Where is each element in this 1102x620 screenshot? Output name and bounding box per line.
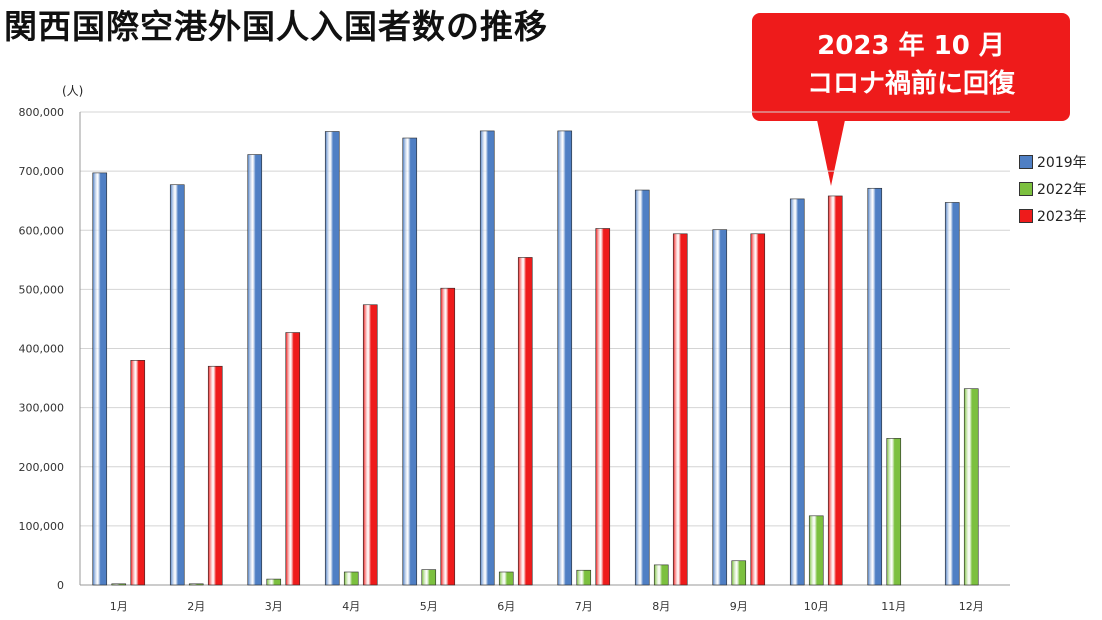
x-tick-label: 2月 [187,600,205,613]
bar-2022年-4月 [343,571,359,586]
legend-item: 2019年 [1019,148,1087,175]
bars [92,130,979,586]
bar-2019年-5月 [402,137,418,586]
bar-2023年-5月 [440,287,456,586]
x-tick-label: 9月 [730,600,748,613]
y-tick-label: 700,000 [19,165,65,178]
bar-2022年-6月 [498,571,514,586]
callout-line-1: 2023 年 10 月 [817,31,1005,61]
bar-2019年-9月 [712,229,728,586]
bar-2023年-6月 [517,257,533,586]
bar-2019年-12月 [944,202,960,586]
bar-2019年-1月 [92,172,108,586]
bar-2019年-7月 [557,130,573,586]
legend: 2019年 2022年 2023年 [1019,148,1087,229]
bar-2023年-7月 [595,228,611,586]
bar-2022年-10月 [808,515,824,586]
bar-2022年-12月 [963,388,979,586]
legend-swatch [1019,208,1033,223]
bar-2022年-9月 [731,560,747,586]
y-tick-label: 300,000 [19,402,65,415]
x-tick-label: 6月 [497,600,515,613]
bar-2022年-1月 [111,583,127,586]
legend-label: 2022年 [1037,181,1087,198]
x-tick-label: 10月 [804,600,829,613]
legend-item: 2022年 [1019,175,1087,202]
y-tick-label: 200,000 [19,461,65,474]
x-tick-label: 5月 [420,600,438,613]
x-tick-label: 7月 [575,600,593,613]
bar-2023年-3月 [285,332,301,586]
bar-2019年-11月 [867,187,883,586]
axis-labels: 0 100,000 200,000 300,000 400,000 500,000 600,… [19,106,984,613]
y-tick-label: 0 [57,579,64,592]
bar-2019年-2月 [169,184,185,586]
bar-2019年-3月 [247,154,263,586]
x-tick-label: 8月 [652,600,670,613]
y-tick-label: 100,000 [19,520,65,533]
bar-2023年-4月 [362,304,378,586]
legend-label: 2019年 [1037,154,1087,171]
x-tick-label: 1月 [110,600,128,613]
bar-2019年-4月 [324,131,340,586]
y-tick-label: 600,000 [19,224,65,237]
y-tick-label: 500,000 [19,283,65,296]
legend-swatch [1019,181,1033,196]
x-tick-label: 12月 [959,600,984,613]
bar-2023年-10月 [827,195,843,586]
y-tick-label: 400,000 [19,343,65,356]
bar-2019年-8月 [634,189,650,586]
bar-2022年-2月 [188,583,204,586]
bar-2022年-5月 [421,569,437,586]
x-tick-label: 3月 [265,600,283,613]
bar-2022年-7月 [576,569,592,586]
annotation-callout: 2023 年 10 月 コロナ禍前に回復 [752,13,1070,121]
bar-2023年-2月 [207,365,223,586]
legend-swatch [1019,154,1033,169]
bar-2022年-8月 [653,564,669,586]
bar-2023年-9月 [750,233,766,586]
bar-2023年-8月 [672,233,688,586]
bar-2022年-3月 [266,578,282,586]
callout-pointer [817,120,845,186]
bar-2019年-6月 [479,130,495,586]
grid-lines [79,111,1010,586]
bar-2022年-11月 [886,438,902,586]
x-tick-label: 4月 [342,600,360,613]
bar-2019年-10月 [789,198,805,586]
legend-item: 2023年 [1019,202,1087,229]
x-tick-label: 11月 [881,600,906,613]
y-tick-label: 800,000 [19,106,65,119]
y-axis-unit-label: (人) [62,84,84,98]
page-title: 関西国際空港外国人入国者数の推移 [4,7,548,46]
bar-2023年-1月 [130,360,146,586]
callout-line-2: コロナ禍前に回復 [806,69,1015,99]
legend-label: 2023年 [1037,208,1087,225]
